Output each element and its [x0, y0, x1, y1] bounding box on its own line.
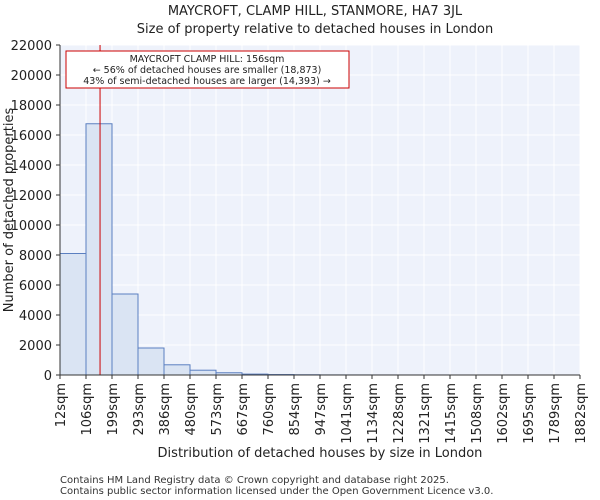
- y-tick-label: 12000: [11, 189, 52, 204]
- bar-199sqm: [111, 293, 139, 376]
- bar-12sqm: [59, 253, 87, 376]
- annotation-box: MAYCROFT CLAMP HILL: 156sqm ← 56% of det…: [65, 50, 350, 89]
- y-tick-label: 18000: [11, 99, 52, 114]
- x-tick-label: 480sqm: [184, 383, 199, 436]
- annotation-frame: [65, 50, 350, 89]
- chart-subtitle: Size of property relative to detached ho…: [137, 22, 493, 37]
- y-tick-label: 16000: [11, 129, 52, 144]
- x-tick-label: 1228sqm: [392, 383, 407, 444]
- footer-line-2: Contains public sector information licen…: [60, 486, 493, 497]
- chart-title: MAYCROFT, CLAMP HILL, STANMORE, HA7 3JL: [168, 4, 463, 19]
- x-tick-label: 573sqm: [210, 383, 225, 436]
- x-tick-label: 1415sqm: [444, 383, 459, 444]
- annotation-line-2: ← 56% of detached houses are smaller (18…: [93, 65, 322, 76]
- y-tick-label: 2000: [19, 339, 52, 354]
- x-tick-label: 1602sqm: [496, 383, 511, 444]
- x-tick-label: 1508sqm: [470, 383, 485, 444]
- x-ticks: 12sqm 106sqm 199sqm 293sqm 386sqm 480sqm 573sq…: [54, 375, 589, 444]
- y-tick-label: 20000: [11, 69, 52, 84]
- x-tick-label: 760sqm: [262, 383, 277, 436]
- y-tick-label: 14000: [11, 159, 52, 174]
- annotation-line-3: 43% of semi-detached houses are larger (…: [83, 76, 331, 87]
- x-tick-label: 106sqm: [80, 383, 95, 436]
- x-tick-label: 667sqm: [236, 383, 251, 436]
- y-axis-label: Number of detached properties: [2, 108, 17, 313]
- y-tick-label: 0: [44, 369, 52, 384]
- y-ticks: 0 2000 4000 6000 8000 10000 12000 14000 16000 180…: [11, 39, 60, 384]
- bar-293sqm: [137, 347, 165, 376]
- bar-480sqm: [189, 369, 217, 376]
- x-tick-label: 1134sqm: [366, 383, 381, 444]
- y-tick-label: 22000: [11, 39, 52, 54]
- x-tick-label: 199sqm: [106, 383, 121, 436]
- x-tick-label: 1695sqm: [522, 383, 537, 444]
- x-tick-label: 1789sqm: [548, 383, 563, 444]
- x-tick-label: 1041sqm: [340, 383, 355, 444]
- x-tick-label: 1321sqm: [418, 383, 433, 444]
- annotation-line-1: MAYCROFT CLAMP HILL: 156sqm: [130, 54, 285, 65]
- y-tick-label: 6000: [19, 279, 52, 294]
- y-tick-label: 8000: [19, 249, 52, 264]
- bars: [59, 123, 451, 376]
- x-tick-label: 12sqm: [54, 383, 69, 427]
- x-tick-label: 947sqm: [314, 383, 329, 436]
- bar-106sqm: [85, 123, 113, 376]
- y-tick-label: 10000: [11, 219, 52, 234]
- footer-line-1: Contains HM Land Registry data © Crown c…: [60, 475, 449, 486]
- bar-386sqm: [163, 364, 191, 376]
- x-tick-label: 854sqm: [288, 383, 303, 436]
- x-tick-label: 293sqm: [132, 383, 147, 436]
- y-tick-label: 4000: [19, 309, 52, 324]
- x-axis-label: Distribution of detached houses by size …: [158, 446, 483, 461]
- x-tick-label: 1882sqm: [574, 383, 589, 444]
- x-tick-label: 386sqm: [158, 383, 173, 436]
